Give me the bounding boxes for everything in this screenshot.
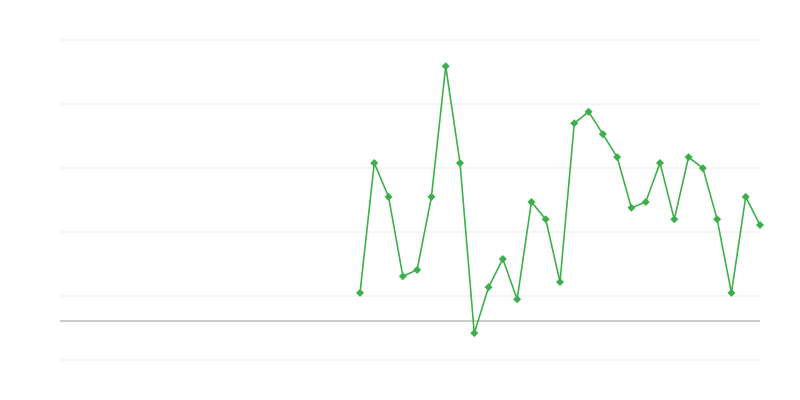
data-point [384,192,393,201]
data-point [541,215,550,224]
data-point [398,272,407,281]
data-point [627,203,636,212]
data-point [656,158,664,167]
data-point [727,288,736,297]
data-point [413,265,422,274]
data-point [570,119,579,128]
data-point [356,288,364,297]
data-point [584,107,593,116]
data-point [441,62,450,71]
data-point [598,130,607,139]
data-point [698,164,707,173]
data-point [641,197,650,206]
data-point [427,192,436,201]
data-point [527,197,536,206]
data-point [741,192,750,201]
data-point [484,283,493,292]
data-point [613,153,622,162]
data-point [456,158,464,167]
data-point [713,215,722,224]
data-point [513,295,522,304]
data-point [556,277,564,286]
data-point [756,221,764,230]
data-point [684,153,693,162]
data-point [370,158,379,167]
data-point [670,215,679,224]
data-point [498,254,507,263]
data-point [470,329,479,338]
series-line [359,66,761,334]
